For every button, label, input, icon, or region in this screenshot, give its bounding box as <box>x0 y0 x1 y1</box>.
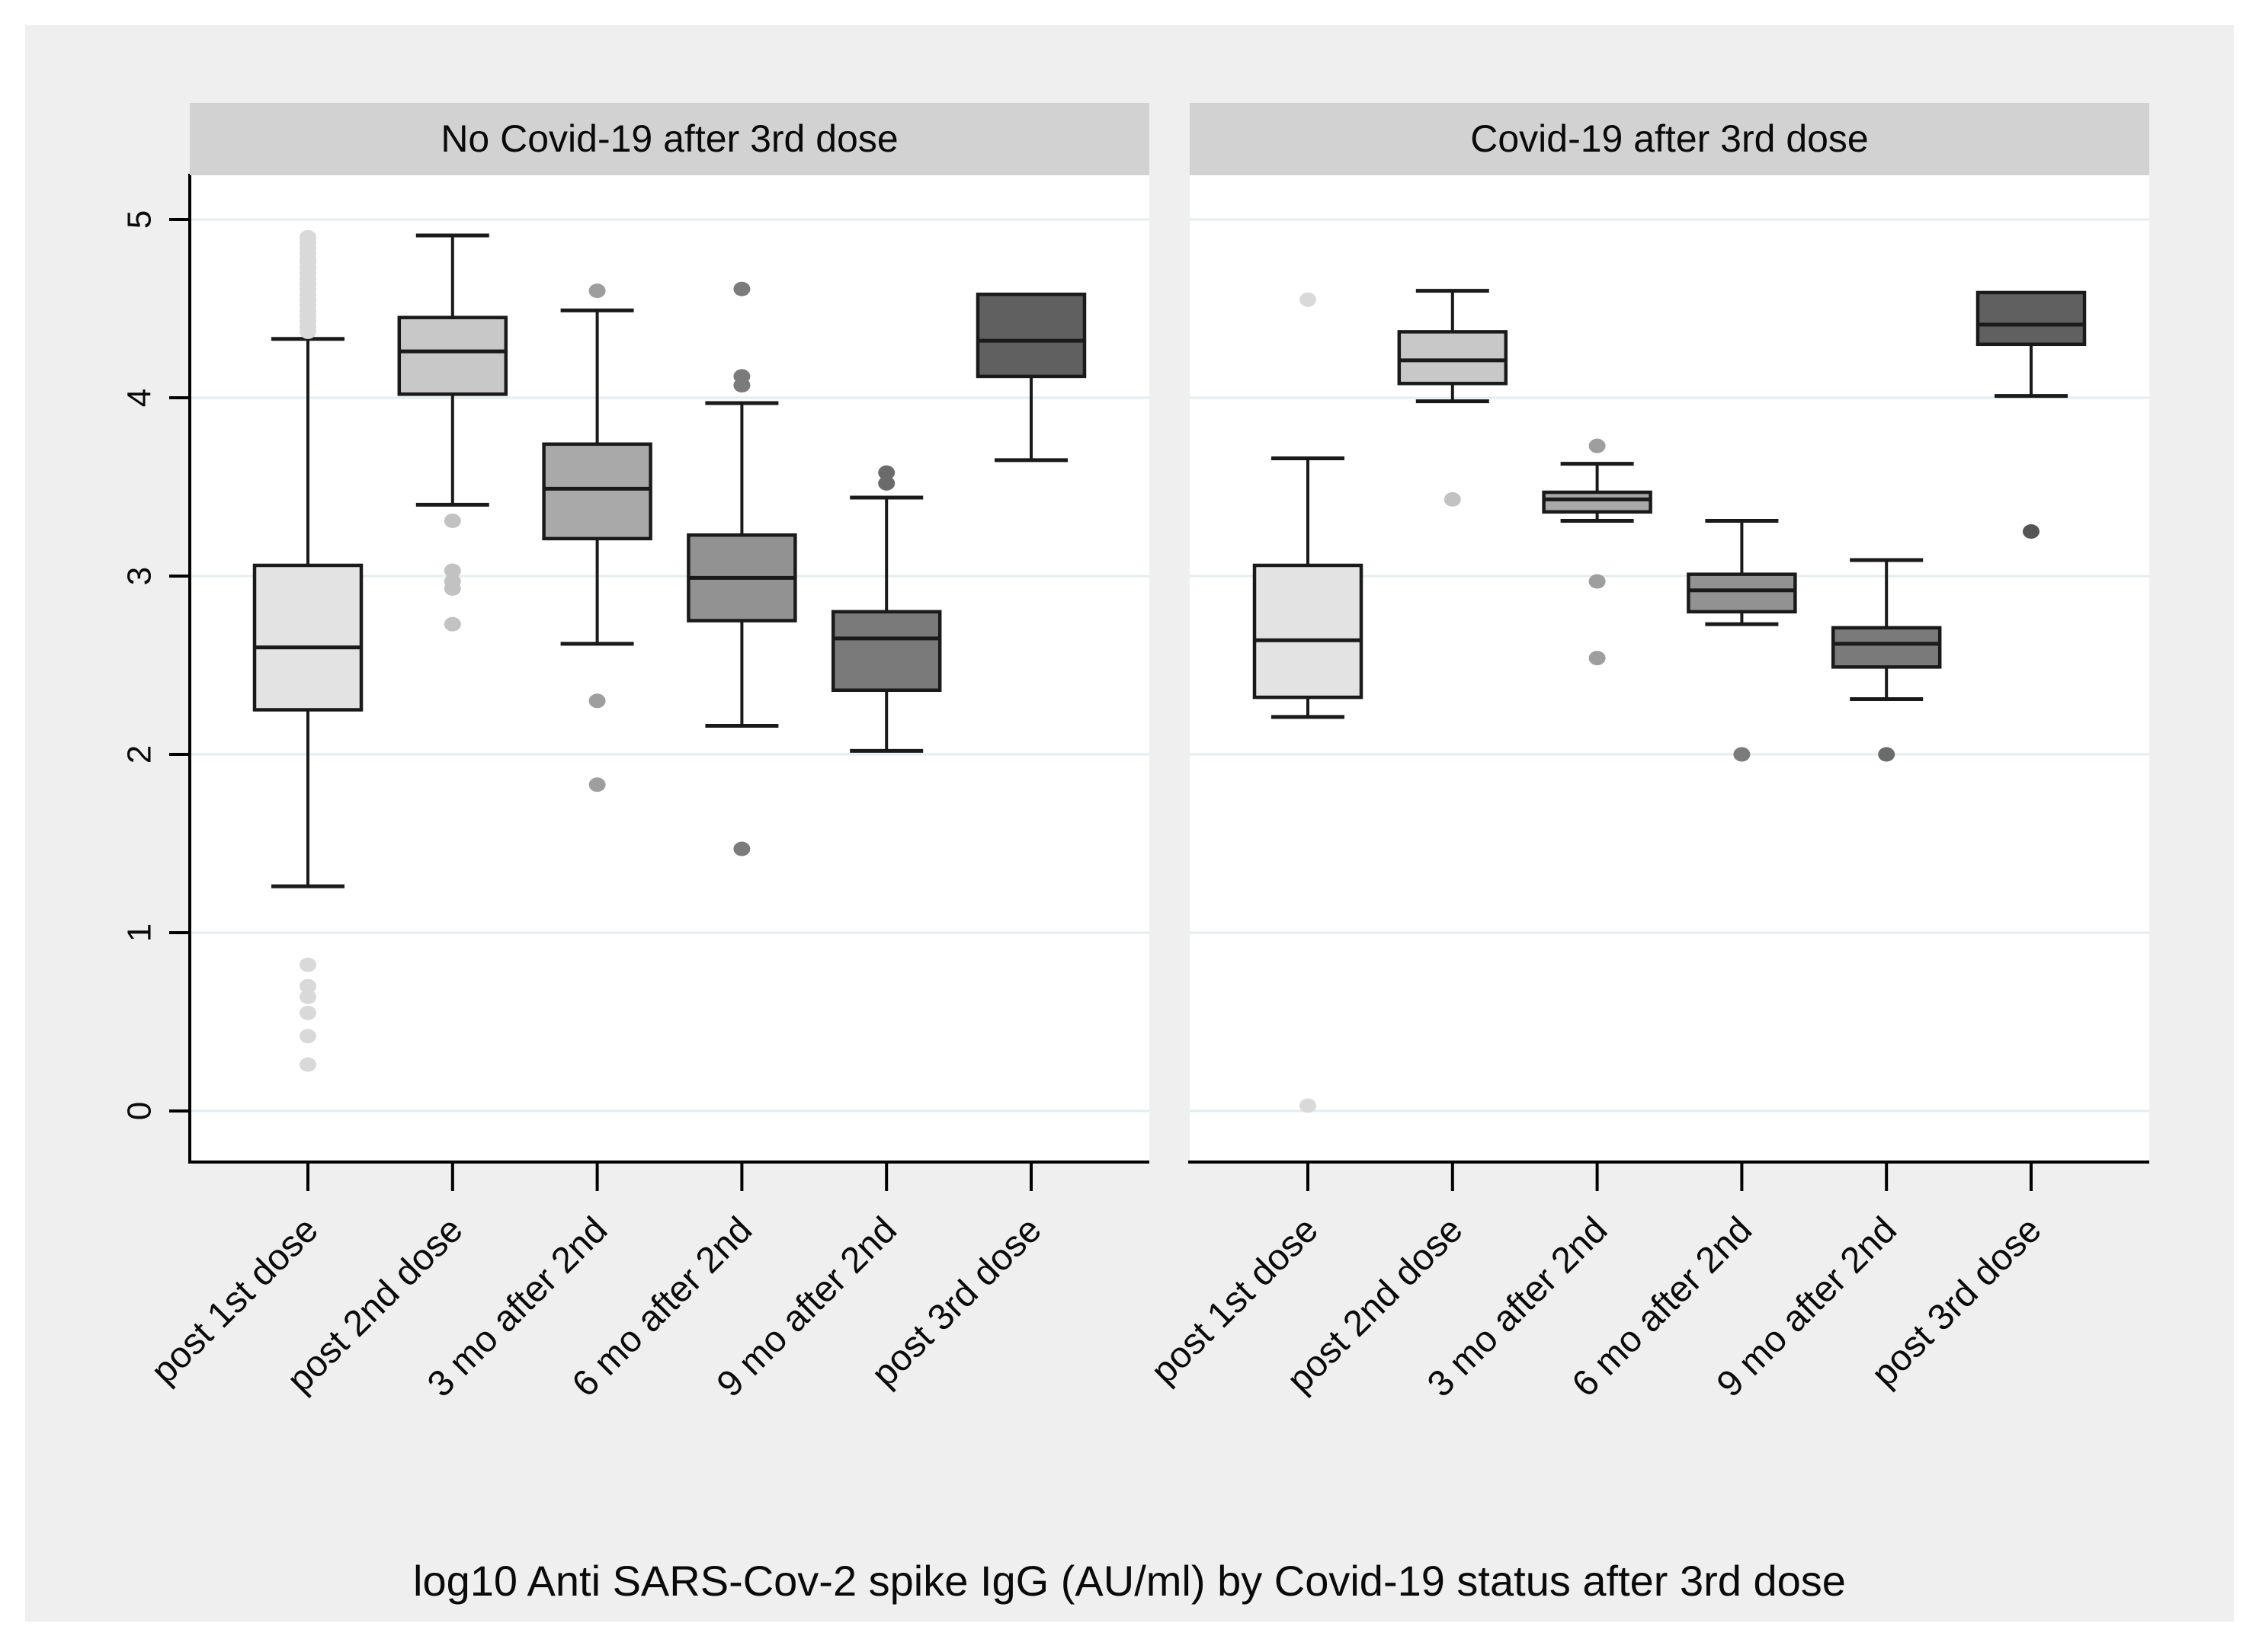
box-plot-9-mo-after-2nd <box>1831 558 1942 762</box>
outlier-dot <box>733 281 751 296</box>
outlier-dot <box>1299 1098 1316 1113</box>
iqr-box <box>976 293 1087 379</box>
iqr-box <box>1687 572 1797 614</box>
panel-header-covid: Covid-19 after 3rd dose <box>1190 103 2149 175</box>
outlier-dot <box>1878 747 1895 762</box>
outlier-dot <box>300 1029 316 1044</box>
y-tick-label: 3 <box>121 567 159 585</box>
outlier-dot <box>444 513 461 528</box>
box-plot-6-mo-after-2nd <box>687 281 797 856</box>
outlier-dot <box>878 475 896 491</box>
box-plot-3-mo-after-2nd <box>1542 438 1652 666</box>
outlier-dot <box>1588 438 1606 453</box>
outlier-dot <box>1588 651 1606 666</box>
box-plot-9-mo-after-2nd <box>831 465 942 753</box>
y-axis: 0 1 2 3 4 5 <box>121 174 191 1164</box>
box-plot-post-1st-dose <box>252 229 364 1072</box>
outlier-dot <box>1299 292 1316 307</box>
panel-header-no-covid: No Covid-19 after 3rd dose <box>190 103 1149 175</box>
outlier-dot <box>588 777 606 792</box>
outlier-dot <box>1588 574 1606 589</box>
iqr-box <box>1542 490 1652 514</box>
figure-title: log10 Anti SARS-Cov-2 spike IgG (AU/ml) … <box>413 1557 1846 1605</box>
outlier-dot <box>444 616 461 632</box>
outlier-dot <box>588 283 606 299</box>
outlier-dot <box>878 465 896 480</box>
iqr-box <box>252 563 364 712</box>
box-plot-3-mo-after-2nd <box>542 283 652 792</box>
box-plot-post-1st-dose <box>1252 292 1363 1113</box>
outlier-dot <box>300 978 316 994</box>
iqr-box <box>1975 290 2087 347</box>
y-tick-label: 2 <box>121 745 159 764</box>
outlier-dot <box>444 581 461 596</box>
box-plot-post-3rd-dose <box>1975 290 2087 539</box>
outlier-dot <box>444 563 461 578</box>
y-tick-label: 0 <box>121 1102 159 1120</box>
outlier-dot <box>300 324 316 339</box>
outlier-dot <box>2023 524 2040 539</box>
outlier-dot <box>300 1005 316 1020</box>
iqr-box <box>1397 330 1508 386</box>
iqr-box <box>831 610 942 693</box>
y-tick-label: 4 <box>121 389 159 407</box>
iqr-box <box>1252 563 1363 700</box>
outlier-dot <box>1444 491 1461 507</box>
iqr-box <box>542 442 652 541</box>
box-plot-post-3rd-dose <box>976 293 1087 463</box>
outlier-dot <box>588 693 606 709</box>
outlier-dot <box>300 1057 316 1072</box>
outlier-dot <box>733 841 751 856</box>
y-tick-label: 1 <box>121 924 159 942</box>
iqr-box <box>1831 626 1942 669</box>
outlier-dot <box>733 378 751 393</box>
box-plot-6-mo-after-2nd <box>1687 518 1797 762</box>
outlier-dot <box>300 957 316 972</box>
outlier-dot <box>300 989 316 1004</box>
outlier-dot <box>1733 747 1751 762</box>
box-plot-post-2nd-dose <box>1397 289 1508 507</box>
box-plot-post-2nd-dose <box>397 233 508 632</box>
iqr-box <box>397 315 508 396</box>
y-tick-label: 5 <box>121 210 159 229</box>
